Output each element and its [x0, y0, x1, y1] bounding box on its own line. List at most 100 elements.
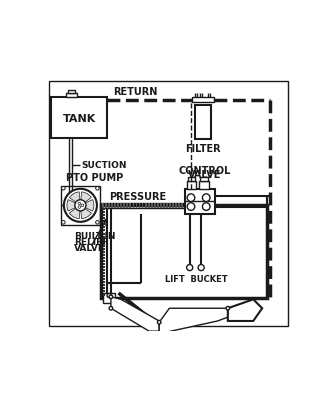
Bar — [103, 260, 105, 262]
Text: CONTROL: CONTROL — [179, 165, 231, 175]
Bar — [103, 209, 105, 211]
Bar — [114, 203, 116, 208]
Bar — [117, 203, 119, 208]
Bar — [130, 203, 131, 208]
Circle shape — [78, 206, 81, 209]
Bar — [175, 203, 177, 208]
Circle shape — [157, 321, 161, 324]
Bar — [181, 203, 183, 208]
Text: LIFT  BUCKET: LIFT BUCKET — [165, 274, 227, 283]
Bar — [103, 294, 105, 296]
Circle shape — [62, 221, 65, 224]
Circle shape — [96, 221, 99, 224]
Text: TANK: TANK — [63, 113, 96, 123]
Circle shape — [202, 194, 210, 202]
Bar — [68, 90, 75, 94]
Circle shape — [187, 265, 193, 271]
Circle shape — [107, 294, 111, 298]
Bar — [103, 212, 105, 214]
Bar — [103, 251, 105, 253]
Circle shape — [109, 307, 113, 310]
Bar — [187, 182, 196, 189]
Bar — [148, 203, 150, 208]
Bar — [166, 203, 168, 208]
Bar — [103, 281, 105, 283]
Wedge shape — [80, 206, 92, 219]
Circle shape — [198, 265, 204, 271]
Bar — [120, 203, 122, 208]
Bar — [157, 203, 159, 208]
Bar — [103, 215, 105, 217]
Circle shape — [202, 203, 210, 211]
Bar — [61, 186, 100, 225]
Text: FILTER: FILTER — [185, 144, 221, 153]
Bar — [195, 106, 211, 140]
Circle shape — [75, 200, 86, 211]
Text: PRESSURE: PRESSURE — [109, 191, 166, 201]
Bar — [103, 230, 105, 232]
Bar — [151, 203, 153, 208]
Bar — [123, 203, 125, 208]
Bar — [103, 257, 105, 259]
Bar — [188, 178, 195, 182]
Bar — [103, 273, 105, 275]
Bar — [103, 245, 105, 247]
Bar — [103, 266, 105, 269]
Wedge shape — [69, 206, 80, 219]
Wedge shape — [80, 200, 94, 211]
Bar — [103, 218, 105, 220]
Polygon shape — [228, 300, 262, 321]
Bar — [105, 203, 107, 208]
Bar — [103, 254, 105, 256]
Bar — [178, 203, 180, 208]
Bar — [145, 203, 147, 208]
Bar — [103, 279, 105, 281]
Text: VALVE: VALVE — [74, 244, 105, 253]
Wedge shape — [69, 192, 80, 206]
Circle shape — [64, 189, 97, 222]
Bar — [192, 98, 214, 103]
Text: RELIEF: RELIEF — [74, 237, 109, 246]
Bar — [103, 224, 105, 226]
Bar — [169, 203, 171, 208]
Bar — [66, 94, 77, 98]
Bar — [101, 206, 267, 298]
Bar — [103, 233, 105, 235]
Bar — [163, 203, 165, 208]
Bar — [185, 189, 215, 215]
Bar — [133, 203, 134, 208]
Bar — [154, 203, 156, 208]
Bar — [108, 203, 110, 208]
Text: BUILT-IN: BUILT-IN — [74, 231, 115, 240]
Polygon shape — [159, 309, 228, 334]
Bar — [102, 203, 104, 208]
Bar — [198, 182, 209, 189]
Bar — [160, 203, 162, 208]
Bar — [103, 248, 105, 250]
Bar — [103, 285, 105, 287]
Bar — [103, 242, 105, 244]
Circle shape — [96, 187, 99, 191]
Circle shape — [78, 203, 81, 205]
Bar — [103, 239, 105, 241]
Wedge shape — [80, 192, 92, 206]
Circle shape — [187, 203, 195, 211]
Bar — [172, 203, 174, 208]
Circle shape — [187, 194, 195, 202]
Circle shape — [81, 205, 84, 207]
Text: PTO PUMP: PTO PUMP — [66, 173, 124, 183]
Text: SUCTION: SUCTION — [82, 161, 127, 170]
Circle shape — [226, 307, 230, 310]
Bar — [200, 178, 208, 182]
Polygon shape — [111, 297, 159, 331]
Bar — [111, 203, 113, 208]
Bar — [103, 263, 105, 265]
Bar — [103, 221, 105, 223]
Bar — [142, 203, 143, 208]
Bar — [103, 227, 105, 229]
Bar — [103, 291, 105, 293]
Text: RETURN: RETURN — [113, 87, 157, 97]
Bar — [103, 288, 105, 290]
Circle shape — [62, 187, 65, 191]
Circle shape — [109, 295, 113, 299]
